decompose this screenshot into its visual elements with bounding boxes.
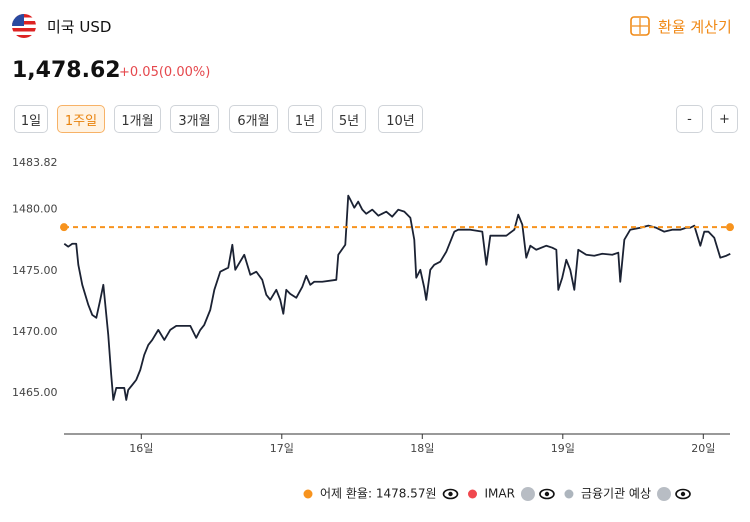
y-tick-label: 1465.00 — [12, 386, 58, 399]
legend-dot — [564, 489, 574, 499]
price-line — [63, 194, 731, 401]
rate: 1,478.62 — [12, 58, 121, 83]
x-tick-label: 17일 — [270, 441, 294, 455]
x-tick-label: 20일 — [691, 441, 715, 455]
eye-outline — [539, 488, 555, 500]
reference-dot — [60, 223, 68, 232]
x-tick-label: 18일 — [410, 441, 434, 455]
legend-label: 어제 환율: 1478.57원 — [320, 487, 437, 501]
period-button[interactable]: 6개월 — [229, 105, 278, 133]
y-tick-label: 1470.00 — [12, 325, 58, 338]
us-flag — [12, 14, 36, 38]
help-circle — [520, 487, 535, 501]
eye-pupil — [680, 491, 686, 497]
period-button[interactable]: 1일 — [14, 105, 48, 133]
y-tick-label: 1483.82 — [12, 156, 58, 169]
legend-label: IMAR — [485, 487, 515, 501]
visibility-toggle[interactable] — [675, 488, 691, 500]
period-button[interactable]: 5년 — [332, 105, 366, 133]
period-button[interactable]: 1주일 — [57, 105, 105, 133]
x-tick-label: 19일 — [551, 441, 575, 455]
eye-outline — [442, 488, 459, 500]
eye-pupil — [544, 491, 550, 497]
chart: 1465.00 1470.00 1475.00 1480.00 1483.82 16일 17… — [12, 156, 734, 501]
legend-dot — [303, 489, 313, 499]
eye-outline — [675, 488, 691, 500]
reference-dot — [726, 223, 734, 232]
x-tick-label: 16일 — [129, 441, 153, 455]
zoom-button[interactable]: + — [711, 105, 738, 133]
calculator-link[interactable]: 환율 계산기 — [658, 18, 732, 36]
calculator-icon[interactable] — [630, 16, 650, 36]
eye-pupil — [448, 491, 453, 497]
period-button[interactable]: 10년 — [378, 105, 423, 133]
visibility-toggle[interactable] — [442, 488, 459, 500]
change: +0.05(0.00%) — [119, 65, 211, 80]
help-icon — [520, 487, 535, 501]
legend: 어제 환율: 1478.57원 IMAR 금융기관 예상 — [303, 487, 691, 501]
period-button[interactable]: 1년 — [288, 105, 322, 133]
period-button[interactable]: 3개월 — [170, 105, 219, 133]
period-button[interactable]: 1개월 — [114, 105, 161, 133]
legend-label: 금융기관 예상 — [581, 487, 651, 501]
help-icon — [657, 487, 672, 501]
visibility-toggle[interactable] — [539, 488, 555, 500]
currency: 미국 USD — [47, 18, 112, 36]
y-tick-label: 1475.00 — [12, 264, 58, 277]
zoom-button[interactable]: - — [676, 105, 703, 133]
help-circle — [657, 487, 672, 501]
legend-dot — [468, 489, 477, 499]
y-tick-label: 1480.00 — [12, 203, 58, 216]
